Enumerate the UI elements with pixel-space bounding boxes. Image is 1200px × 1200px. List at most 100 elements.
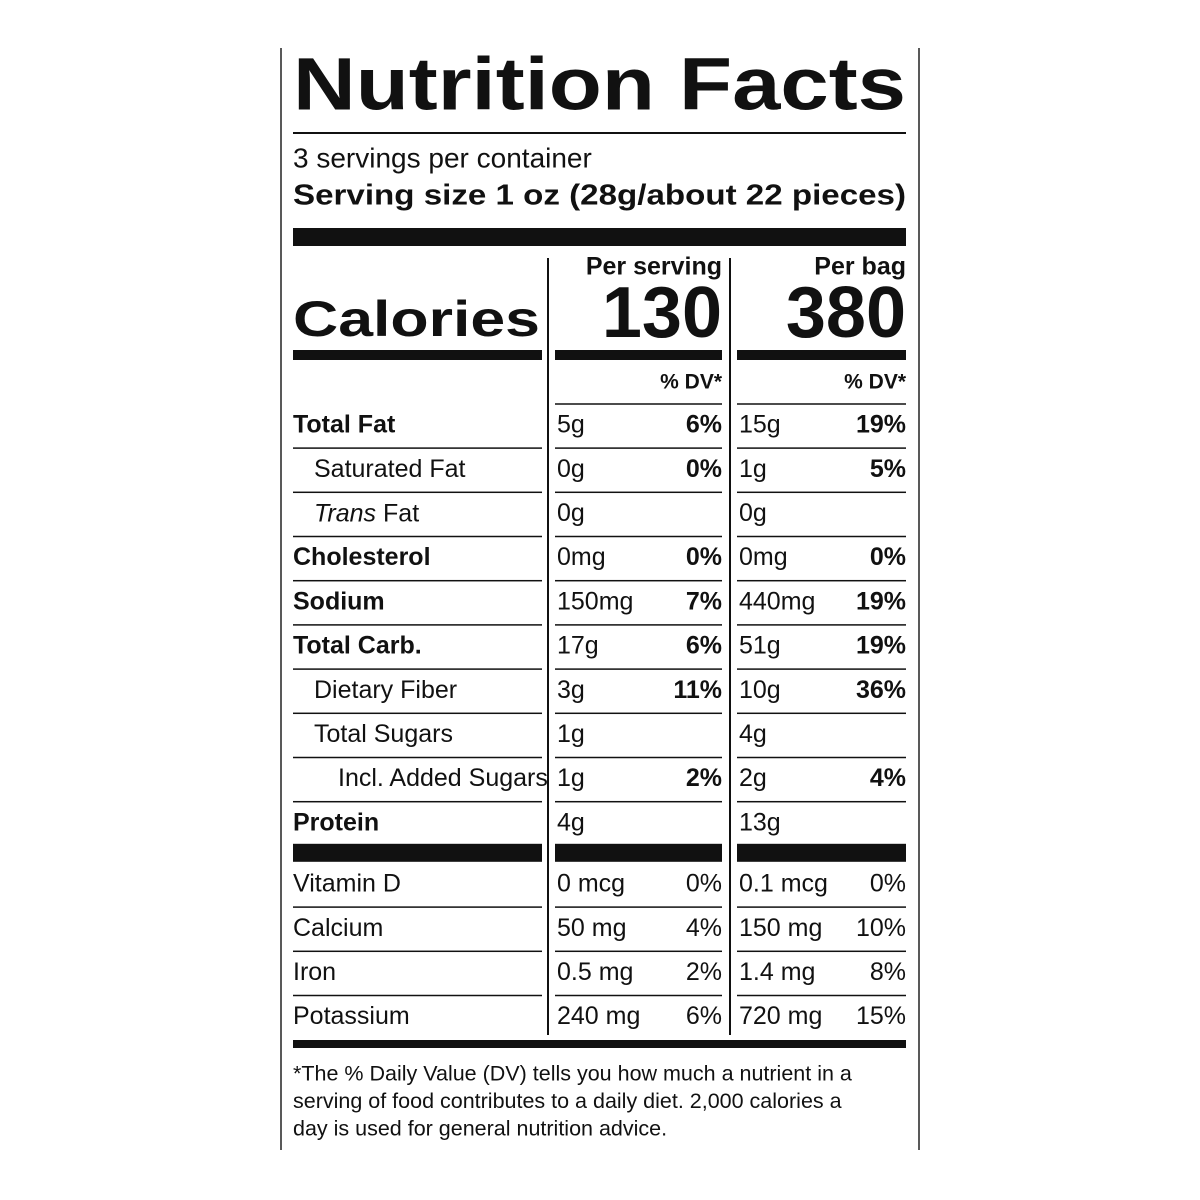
row-rule — [293, 535, 542, 538]
row-rule — [737, 756, 906, 759]
row-rule — [555, 950, 722, 953]
amount: 10g — [739, 676, 781, 704]
amount: 1g — [557, 764, 585, 792]
daily-value: 0% — [686, 543, 722, 571]
thick-bar — [555, 843, 722, 862]
daily-value: 2% — [686, 764, 722, 792]
row-rule — [737, 579, 906, 582]
row-rule — [293, 756, 542, 759]
serving-size: Serving size 1 oz (28g/about 22 pieces) — [293, 180, 906, 212]
nutrient-name: Protein — [293, 808, 379, 836]
thick-bar — [293, 350, 542, 360]
row-rule — [555, 447, 722, 449]
servings: 3 servings per container — [293, 142, 592, 173]
dv-heading: % DV* — [660, 371, 723, 394]
row-rule — [293, 906, 542, 908]
thick-bar — [293, 843, 542, 862]
vitamin-name: Vitamin D — [293, 870, 401, 898]
amount: 0g — [557, 499, 585, 527]
amount: 17g — [557, 632, 599, 660]
row-rule — [555, 800, 722, 803]
thick-bar — [737, 843, 906, 862]
row-rule — [737, 994, 906, 997]
nutrient-name: Dietary Fiber — [314, 676, 457, 704]
daily-value: 6% — [686, 1002, 722, 1030]
row-rule — [737, 535, 906, 538]
footnote-line: *The % Daily Value (DV) tells you how mu… — [293, 1062, 852, 1086]
title: Nutrition Facts — [293, 43, 906, 126]
daily-value: 19% — [856, 587, 906, 615]
thick-bar — [293, 228, 906, 246]
amount: 1.4 mg — [739, 958, 815, 986]
amount: 150mg — [557, 587, 633, 615]
row-rule — [293, 668, 542, 670]
amount: 3g — [557, 676, 585, 704]
row-rule — [737, 403, 906, 405]
amount: 4g — [739, 720, 767, 748]
column-heading: Per bag — [814, 253, 906, 281]
footnote-line: day is used for general nutrition advice… — [293, 1117, 667, 1141]
amount: 0mg — [739, 543, 788, 571]
nutrient-name: Total Carb. — [293, 632, 422, 660]
daily-value: 4% — [686, 914, 722, 942]
daily-value: 19% — [856, 632, 906, 660]
row-rule — [293, 491, 542, 494]
row-rule — [555, 756, 722, 759]
row-rule — [737, 624, 906, 626]
daily-value: 11% — [673, 676, 722, 704]
amount: 51g — [739, 632, 781, 660]
row-rule — [293, 950, 542, 953]
row-rule — [555, 624, 722, 626]
daily-value: 0% — [870, 543, 906, 571]
amount: 0g — [739, 499, 767, 527]
nutrient-name: Saturated Fat — [314, 455, 466, 483]
calories-label: Calories — [293, 291, 540, 347]
daily-value: 0% — [686, 870, 722, 898]
nutrient-name: Sodium — [293, 587, 385, 615]
amount: 440mg — [739, 587, 815, 615]
daily-value: 10% — [856, 914, 906, 942]
row-rule — [293, 712, 542, 715]
nutrient-name-space — [376, 499, 383, 527]
amount: 50 mg — [557, 914, 626, 942]
daily-value: 8% — [870, 958, 906, 986]
row-rule — [555, 906, 722, 908]
nutrient-name: Total Fat — [293, 411, 396, 439]
row-rule — [555, 403, 722, 405]
amount: 15g — [739, 411, 781, 439]
vitamin-name: Iron — [293, 958, 336, 986]
nutrient-name: Cholesterol — [293, 543, 431, 571]
amount: 5g — [557, 411, 585, 439]
row-rule — [737, 491, 906, 494]
rule — [293, 132, 906, 134]
amount: 4g — [557, 808, 585, 836]
daily-value: 7% — [686, 587, 722, 615]
amount: 1g — [739, 455, 767, 483]
daily-value: 4% — [870, 764, 906, 792]
thick-bar — [737, 350, 906, 360]
daily-value: 6% — [686, 411, 722, 439]
row-rule — [737, 668, 906, 670]
dv-heading: % DV* — [844, 371, 907, 394]
row-rule — [737, 906, 906, 908]
amount: 1g — [557, 720, 585, 748]
amount: 0 mcg — [557, 870, 625, 898]
daily-value: 6% — [686, 632, 722, 660]
amount: 2g — [739, 764, 767, 792]
row-rule — [555, 579, 722, 582]
thick-bar — [555, 350, 722, 360]
row-rule — [555, 491, 722, 494]
amount: 13g — [739, 808, 781, 836]
row-rule — [293, 579, 542, 582]
footnote-line: serving of food contributes to a daily d… — [293, 1089, 842, 1113]
nutrient-name-rest: Fat — [383, 499, 419, 527]
amount: 150 mg — [739, 914, 822, 942]
nutrient-name-italic: Trans — [314, 499, 376, 527]
daily-value: 19% — [856, 411, 906, 439]
amount: 0g — [557, 455, 585, 483]
row-rule — [737, 447, 906, 449]
row-rule — [293, 624, 542, 626]
